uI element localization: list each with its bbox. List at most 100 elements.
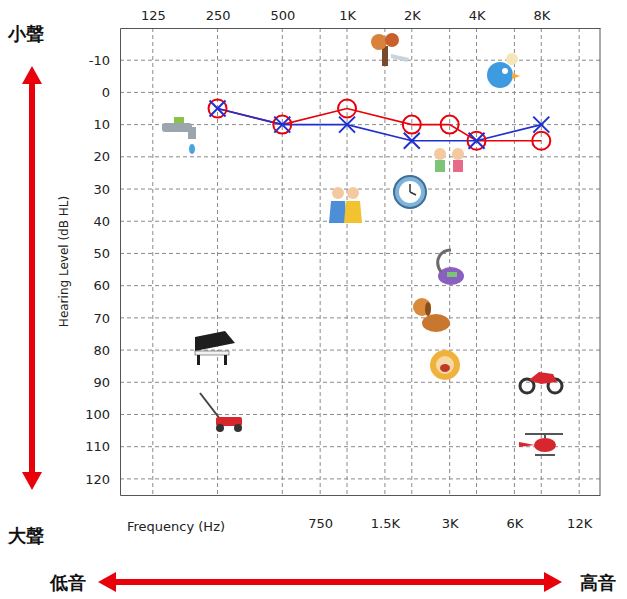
grid-line-x: [541, 28, 542, 495]
grid-line-y: [120, 382, 600, 383]
series-line: [218, 109, 542, 141]
icon-part: [453, 160, 463, 172]
tick: 3K: [442, 495, 459, 531]
tick-label: -10: [89, 53, 110, 68]
icon-part: [385, 33, 399, 47]
icon-part: [329, 201, 347, 223]
icon-part: [440, 364, 450, 372]
grid-line-x: [476, 28, 477, 495]
icon-part: [399, 181, 421, 203]
tick: 90: [93, 375, 120, 390]
icon-part: [434, 148, 446, 160]
grid-line-x: [449, 28, 450, 495]
icon: [200, 393, 242, 432]
point-marker: [338, 100, 356, 118]
grid-line-y: [120, 253, 600, 254]
tick: 8K: [533, 8, 550, 28]
tick-label: 750: [308, 516, 333, 531]
point-marker: [441, 116, 459, 134]
tick: 110: [85, 439, 120, 454]
point-marker: [274, 117, 290, 133]
tick: 125: [141, 8, 166, 28]
grid-line-x: [514, 28, 515, 495]
point-marker: [532, 132, 550, 150]
tick-label: 1K: [339, 8, 356, 23]
plot-background: [120, 28, 600, 495]
arrow-head: [544, 572, 562, 592]
grid: [120, 28, 600, 495]
grid-line-y: [120, 478, 600, 479]
icon-part: [425, 302, 431, 316]
icon: [371, 33, 409, 66]
point-marker: [468, 132, 486, 150]
tick-label: 12K: [567, 516, 593, 531]
tick: 40: [93, 214, 120, 229]
icon-part: [344, 201, 362, 223]
point-marker: [469, 133, 485, 149]
icon: [434, 148, 464, 172]
grid-line-y: [120, 317, 600, 318]
icon-part: [534, 438, 556, 452]
grid-line-y: [120, 189, 600, 190]
grid-line-y: [120, 60, 600, 61]
icon-part: [525, 434, 563, 455]
arrow-head: [22, 472, 42, 490]
grid-line-x: [282, 28, 283, 495]
icon-part: [188, 127, 196, 139]
x-axis-top-line: [121, 28, 601, 29]
icon-part: [195, 331, 235, 351]
grid-line-y: [120, 92, 600, 93]
icon: [413, 298, 450, 332]
grid-line-y: [120, 414, 600, 415]
icon-part: [216, 424, 224, 432]
icon-part: [512, 73, 520, 79]
icon-part: [519, 442, 535, 447]
annotation: 高音: [580, 572, 616, 593]
tick-label: 3K: [442, 516, 459, 531]
icon-part: [234, 424, 242, 432]
icon-part: [394, 176, 426, 208]
tick-label: 125: [141, 8, 166, 23]
y-axis-line: [120, 29, 121, 496]
point-marker: [533, 117, 549, 133]
point-marker: [209, 100, 227, 118]
icon: [394, 176, 426, 208]
x-axis-top: 1252505001K2K4K8K: [121, 8, 601, 29]
tick-label: 1.5K: [371, 516, 401, 531]
tick-label: 250: [206, 8, 231, 23]
point-marker: [404, 133, 420, 149]
sound-icons: [162, 33, 563, 455]
grid-line-y: [120, 124, 600, 125]
icon-part: [195, 351, 229, 355]
icon-part: [382, 46, 388, 66]
icon-part: [430, 350, 460, 380]
annotation: 大聲: [7, 525, 44, 546]
tick-label: 120: [85, 472, 110, 487]
icon-part: [410, 184, 416, 195]
series-line: [218, 109, 542, 141]
tick-label: 2K: [404, 8, 421, 23]
icon-part: [506, 53, 518, 65]
tick-label: 50: [93, 246, 110, 261]
icon-part: [224, 355, 227, 365]
point-marker: [273, 116, 291, 134]
grid-line-y: [120, 350, 600, 351]
arrow-shaft: [112, 579, 548, 585]
tick-label: 8K: [533, 8, 550, 23]
icon-part: [413, 298, 431, 316]
icon-part: [422, 314, 450, 332]
grid-line-x: [384, 28, 385, 495]
tick: 70: [93, 311, 120, 326]
icon-part: [529, 372, 557, 384]
tick: 2K: [404, 8, 421, 28]
icon-part: [371, 34, 387, 50]
tick-label: 110: [85, 439, 110, 454]
grid-line-x: [411, 28, 412, 495]
tick: 60: [93, 278, 120, 293]
tick: 500: [270, 8, 295, 28]
icon: [195, 331, 235, 365]
y-axis-title: Hearing Level (dB HL): [57, 196, 71, 327]
tick-label: 10: [93, 117, 110, 132]
arrows: [22, 66, 562, 592]
tick-label: 70: [93, 311, 110, 326]
